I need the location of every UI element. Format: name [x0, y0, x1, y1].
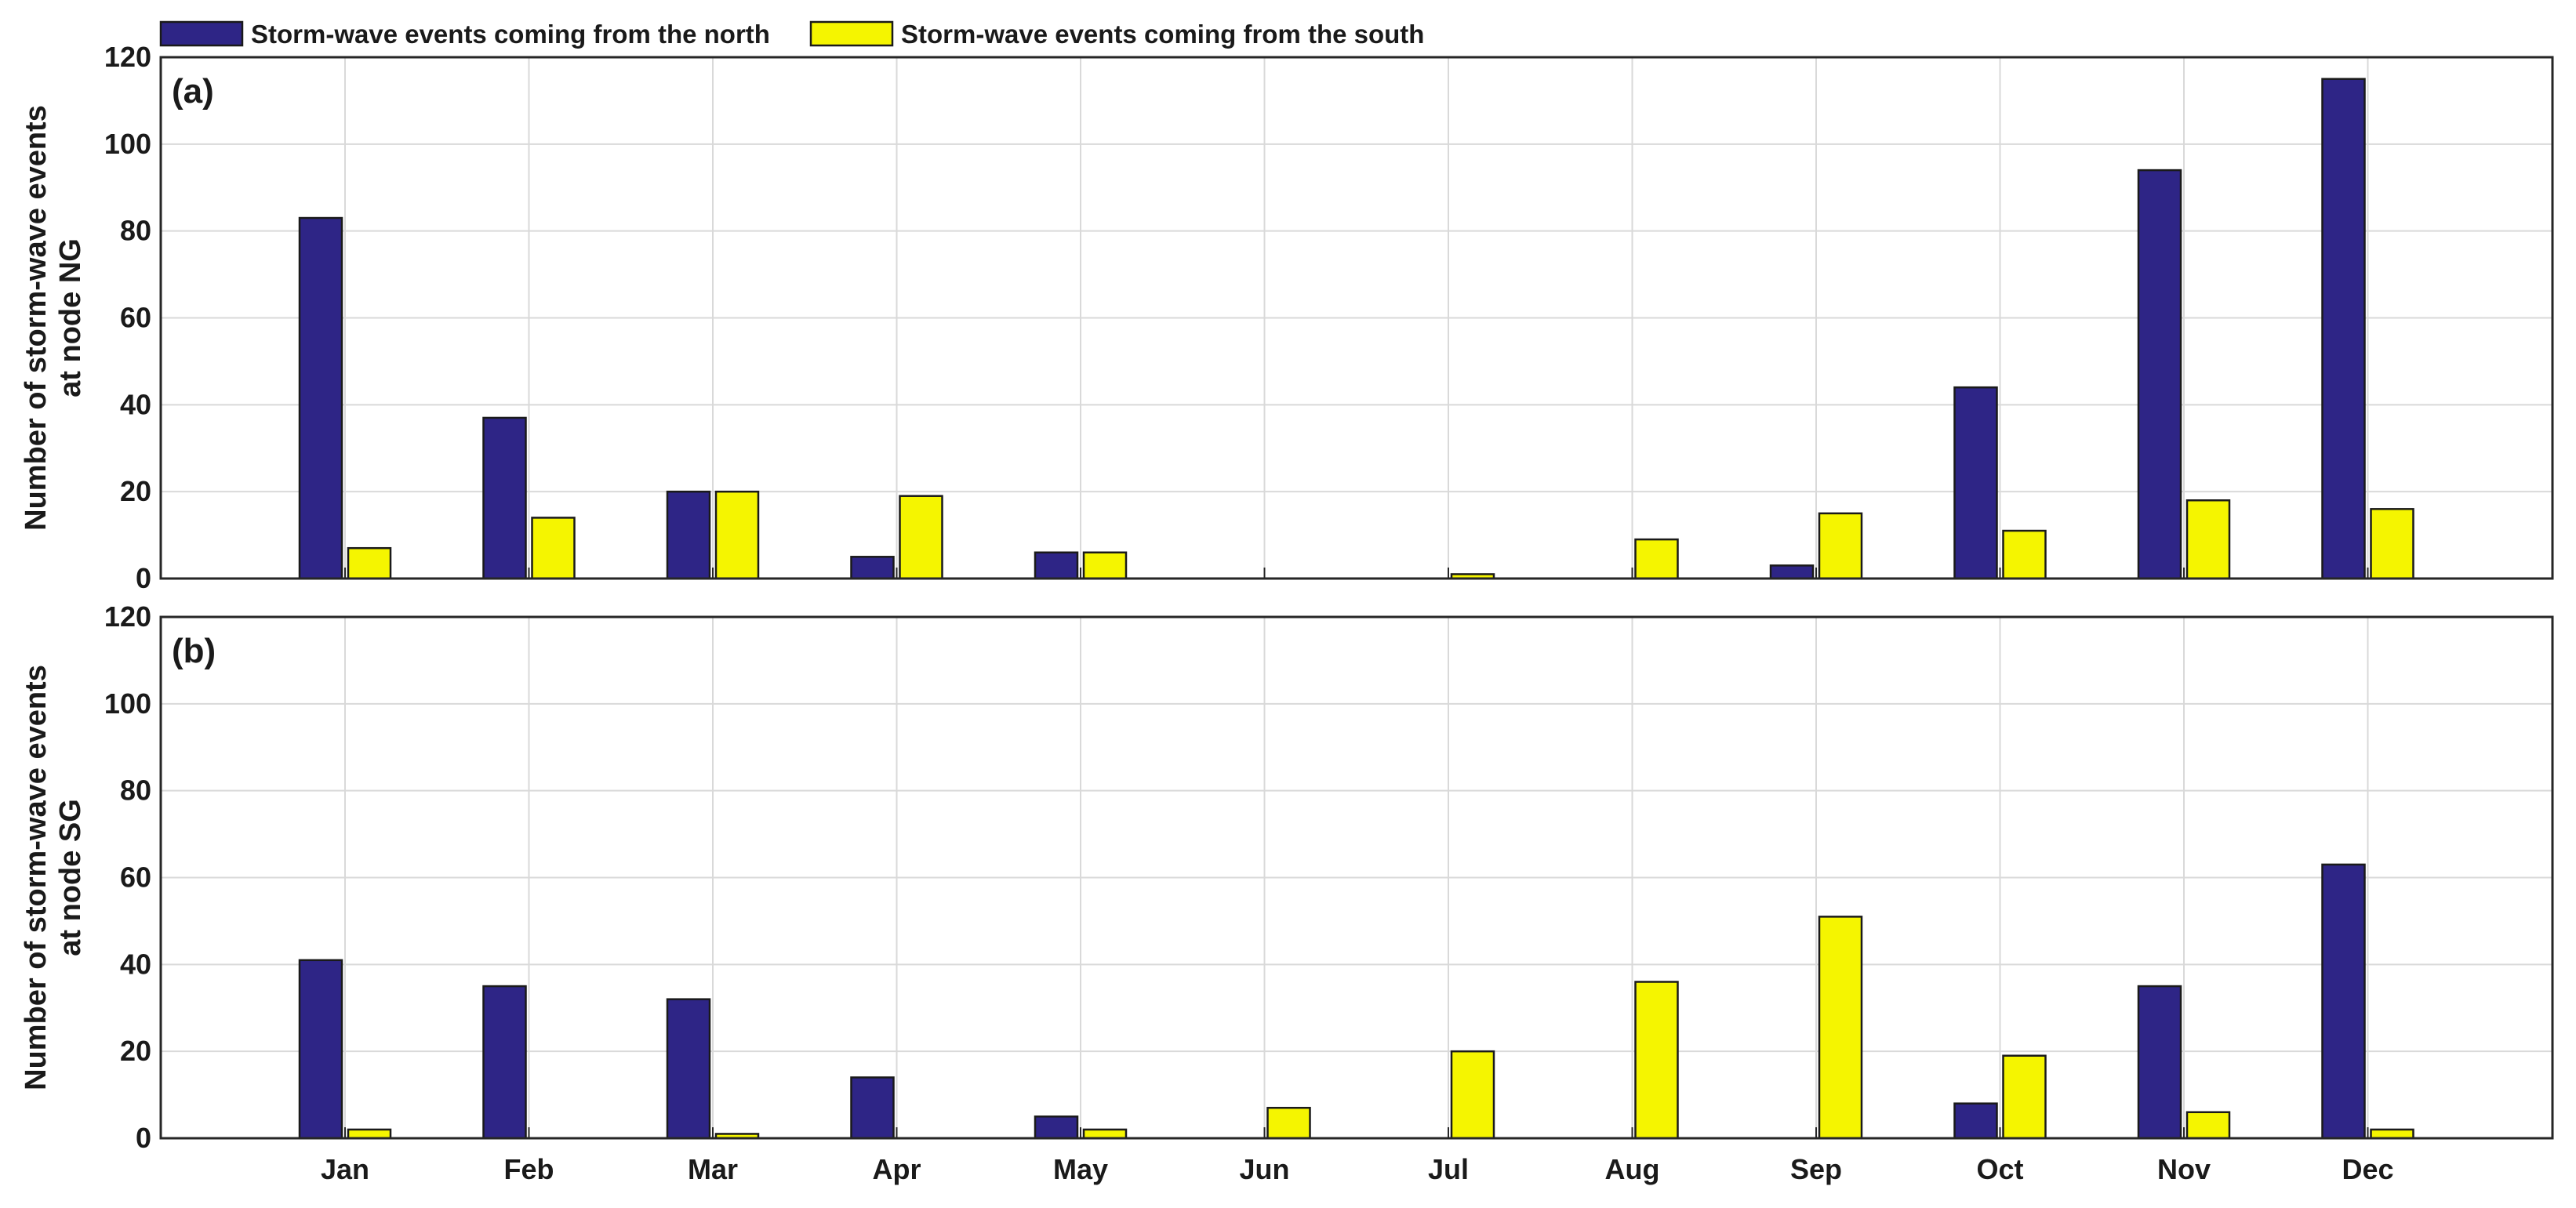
panel-b: 0 20 40 60 80 100 120 Jan Feb Mar Apr May Jun Jul Aug S…: [20, 600, 2554, 1185]
axes-frame-a: [159, 56, 2554, 580]
bar-nov: [2137, 985, 2182, 1140]
legend-swatch-north: [159, 20, 244, 47]
x-tick-label: Feb: [503, 1153, 554, 1185]
bar-may: [1034, 551, 1079, 580]
series-south-b: [347, 916, 2414, 1140]
bar-oct: [1953, 1102, 1998, 1140]
bar-sep: [1769, 564, 1815, 580]
y-tick-label: 80: [120, 215, 151, 247]
bar-oct: [2002, 1054, 2047, 1140]
y-axis-label-line: Number of storm-wave events: [20, 665, 53, 1090]
bar-may: [1082, 551, 1128, 580]
x-tick-label: Jan: [321, 1153, 369, 1185]
bar-nov: [2137, 169, 2182, 580]
panel-a: 0 20 40 60 80 100 120 (a) Number of storm-wave e…: [20, 41, 2554, 594]
bar-mar: [714, 490, 760, 580]
y-tick-label: 40: [120, 388, 151, 420]
bar-nov: [2185, 499, 2231, 580]
bar-jan: [298, 216, 343, 580]
y-axis-label: Number of storm-wave eventsat node SG: [20, 665, 87, 1090]
bar-dec: [2321, 78, 2366, 580]
grid-a: [161, 56, 2552, 579]
bar-dec: [2370, 508, 2414, 580]
bar-aug: [1634, 981, 1679, 1140]
bar-feb: [531, 517, 576, 580]
bar-oct: [1953, 386, 1998, 580]
y-tick-label: 60: [120, 862, 151, 894]
bar-sep: [1818, 916, 1863, 1140]
y-tick-label: 120: [104, 41, 151, 73]
y-tick-label: 60: [120, 302, 151, 334]
bar-feb: [482, 416, 527, 580]
y-tick-label: 40: [120, 948, 151, 980]
legend-swatch-south: [809, 20, 894, 47]
axes-frame-b: [159, 615, 2554, 1140]
y-axis-label-line: at node SG: [54, 799, 87, 956]
y-tick-label: 100: [104, 687, 151, 720]
bar-mar: [666, 998, 711, 1140]
y-tick-label: 20: [120, 475, 151, 507]
legend-label-north: Storm-wave events coming from the north: [251, 20, 770, 49]
y-axis-label: Number of storm-wave eventsat node NG: [20, 105, 87, 531]
panel-label: (a): [172, 72, 214, 111]
bar-aug: [1634, 538, 1679, 580]
x-tick-label: Aug: [1605, 1153, 1660, 1185]
series-north-b: [298, 863, 2366, 1140]
bar-jan: [298, 959, 343, 1140]
y-tick-label: 80: [120, 774, 151, 807]
y-tick-label: 0: [136, 562, 151, 594]
y-tick-label: 20: [120, 1035, 151, 1067]
bar-apr: [850, 1076, 895, 1140]
y-tick-label: 120: [104, 600, 151, 633]
x-tick-label: Oct: [1976, 1153, 2023, 1185]
y-axis-label-line: Number of storm-wave events: [20, 105, 53, 531]
bar-jan: [347, 546, 392, 580]
bar-dec: [2321, 863, 2366, 1140]
y-axis-label-line: at node NG: [54, 238, 87, 397]
bar-sep: [1818, 512, 1863, 580]
x-tick-label: Jul: [1428, 1153, 1469, 1185]
bar-jun: [1266, 1106, 1311, 1140]
bar-feb: [482, 985, 527, 1140]
bar-oct: [2002, 529, 2047, 580]
bar-jan: [347, 1128, 392, 1140]
bar-nov: [2185, 1111, 2231, 1140]
bar-mar: [666, 490, 711, 580]
bar-jul: [1450, 1050, 1495, 1140]
series-south-a: [347, 490, 2414, 580]
legend: Storm-wave events coming from the north …: [159, 20, 1424, 49]
bar-may: [1034, 1115, 1079, 1140]
x-tick-label: Mar: [688, 1153, 738, 1185]
legend-label-south: Storm-wave events coming from the south: [901, 20, 1424, 49]
x-tick-label: Sep: [1790, 1153, 1842, 1185]
bar-may: [1082, 1128, 1128, 1140]
x-tick-label: May: [1053, 1153, 1108, 1185]
x-tick-label: Nov: [2157, 1153, 2211, 1185]
y-tick-label: 100: [104, 128, 151, 160]
x-tick-label: Jun: [1239, 1153, 1289, 1185]
x-tick-label: Dec: [2342, 1153, 2393, 1185]
bar-apr: [899, 495, 943, 580]
y-tick-label: 0: [136, 1122, 151, 1154]
bar-apr: [850, 556, 895, 580]
panel-label: (b): [172, 632, 216, 670]
bar-dec: [2370, 1128, 2414, 1140]
series-north-a: [298, 78, 2366, 580]
x-tick-label: Apr: [873, 1153, 921, 1185]
